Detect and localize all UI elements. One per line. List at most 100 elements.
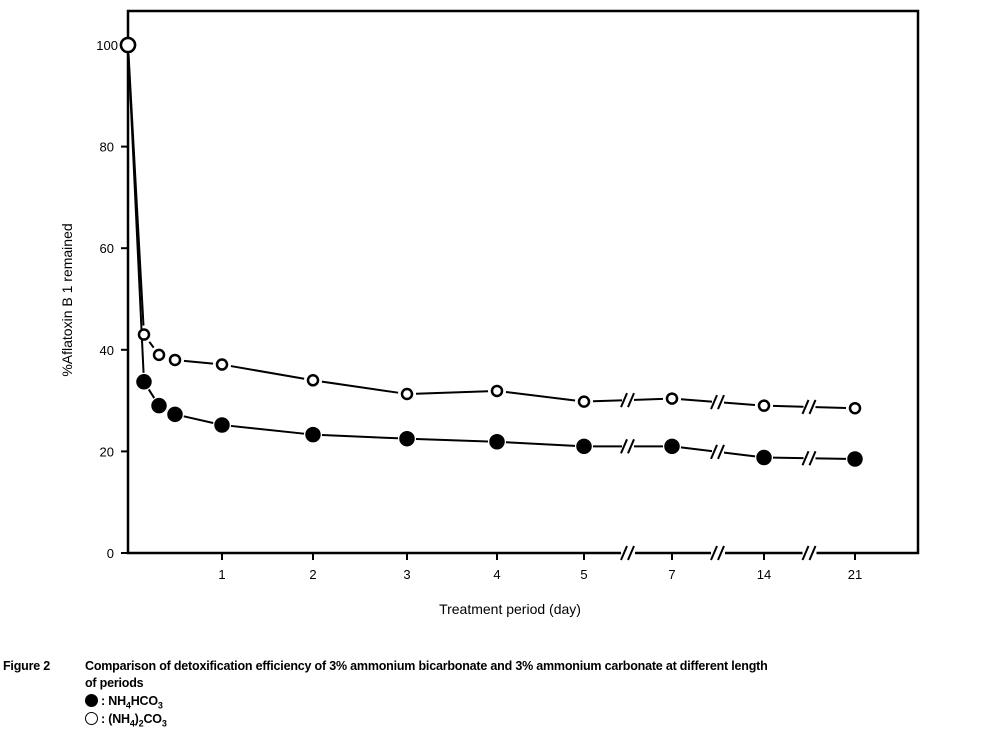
x-axis-ticks: 1 2 3 4 5 7 14 21 xyxy=(218,545,862,582)
series-line-segment xyxy=(321,380,399,394)
x-tick-label: 14 xyxy=(757,567,771,582)
open-data-point xyxy=(757,399,771,412)
legend-sub: 4 xyxy=(129,718,135,729)
caption-text: Comparison of detoxification efficiency … xyxy=(85,659,768,673)
x-tick-label: 5 xyxy=(580,567,587,582)
series-line-segment xyxy=(230,365,305,380)
line-break-gap xyxy=(803,402,816,411)
line-break-mark xyxy=(808,399,817,415)
axis-break-gap xyxy=(621,550,635,556)
legend-sub: 3 xyxy=(161,718,167,729)
legend-text: HCO xyxy=(130,694,158,708)
line-break-gap xyxy=(622,442,634,451)
filled-data-point xyxy=(847,451,863,467)
line-break-gap xyxy=(712,447,724,456)
open-data-point xyxy=(168,353,182,367)
filled-data-point xyxy=(399,430,415,447)
filled-data-point xyxy=(136,374,152,390)
y-axis-label: %Aflatoxin B 1 remained xyxy=(59,223,75,376)
open-data-point xyxy=(400,387,414,401)
line-break-mark xyxy=(710,394,718,410)
open-circle-icon xyxy=(85,712,98,725)
x-tick-label: 1 xyxy=(218,567,225,582)
filled-data-point xyxy=(489,433,505,450)
legend-text: : NH xyxy=(101,694,126,708)
filled-data-point xyxy=(305,426,321,443)
x-tick-label: 3 xyxy=(403,567,410,582)
axis-break-gap xyxy=(802,550,817,556)
series-line-segment xyxy=(505,391,576,402)
figure-label: Figure 2 xyxy=(3,659,51,673)
open-data-point xyxy=(215,358,229,371)
line-break-mark xyxy=(717,394,725,410)
legend-sub: 2 xyxy=(138,718,144,729)
open-data-point xyxy=(119,36,137,54)
open-data-point xyxy=(152,348,166,362)
series-line-segment xyxy=(321,434,399,440)
chart: 0 20 40 60 80 100 1 2 3 4 5 7 14 21 Treatment period… xyxy=(59,9,920,617)
series-line-segment xyxy=(183,415,214,424)
y-tick-label: 0 xyxy=(107,546,114,561)
plot-border xyxy=(126,9,920,555)
y-tick-label: 20 xyxy=(100,444,114,459)
line-break-mark xyxy=(717,444,725,460)
x-tick-label: 21 xyxy=(848,567,862,582)
filled-circle-icon xyxy=(85,694,98,707)
axis-break-mark xyxy=(808,545,817,561)
x-tick-label: 2 xyxy=(309,567,316,582)
line-break-mark xyxy=(808,450,817,466)
open-data-point xyxy=(137,328,151,341)
open-data-point xyxy=(665,392,679,405)
filled-data-point xyxy=(214,417,230,433)
y-tick-label: 60 xyxy=(100,241,114,256)
x-axis-label: Treatment period (day) xyxy=(439,601,581,617)
axis-break-gap xyxy=(711,550,725,556)
series-line-segment xyxy=(415,438,489,443)
caption-text-line2: of periods xyxy=(85,676,144,690)
line-break-mark xyxy=(620,392,628,408)
line-break-mark xyxy=(710,444,718,460)
series-line-segment xyxy=(505,441,576,447)
y-tick-label: 80 xyxy=(100,140,114,155)
axis-break-mark xyxy=(710,545,718,561)
plot-frame xyxy=(126,9,920,555)
filled-data-point xyxy=(167,406,183,423)
legend-sub: 4 xyxy=(125,700,131,711)
axis-break-mark xyxy=(620,545,628,561)
series-lines xyxy=(127,53,847,466)
series-line-segment xyxy=(230,424,305,435)
series-line-segment xyxy=(147,388,156,399)
series-line-segment xyxy=(415,390,489,395)
series-line-segment xyxy=(127,53,145,326)
legend-item-nh4hco3: : NH4HCO3 xyxy=(85,694,163,711)
filled-data-point xyxy=(576,438,592,455)
y-axis-ticks: 0 20 40 60 80 100 xyxy=(96,38,128,561)
line-break-mark xyxy=(620,438,628,454)
series-points xyxy=(119,36,863,467)
figure-caption: Figure 2 Comparison of detoxification eff… xyxy=(3,659,768,673)
series-line-segment xyxy=(183,359,214,365)
line-break-mark xyxy=(627,392,635,408)
line-break-gap xyxy=(803,454,816,463)
y-tick-label: 100 xyxy=(96,38,118,53)
filled-data-point xyxy=(756,449,772,466)
axis-break-mark xyxy=(801,545,810,561)
legend-text: : (NH xyxy=(101,712,130,726)
legend-item-nh42co3: : (NH4)2CO3 xyxy=(85,712,167,729)
x-tick-label: 4 xyxy=(493,567,500,582)
line-break-mark xyxy=(801,450,810,466)
legend-sub: 3 xyxy=(157,700,163,711)
open-data-point xyxy=(490,384,504,398)
legend-text: CO xyxy=(143,712,162,726)
filled-data-point xyxy=(664,438,680,455)
open-data-point xyxy=(306,374,320,387)
line-break-gap xyxy=(622,396,634,405)
line-break-mark xyxy=(801,399,810,415)
series-line-segment xyxy=(148,341,155,349)
open-data-point xyxy=(848,401,862,415)
open-data-point xyxy=(577,395,591,408)
legend-text: ) xyxy=(134,712,139,726)
line-break-mark xyxy=(627,438,635,454)
line-break-gap xyxy=(712,398,724,407)
axis-break-mark xyxy=(717,545,725,561)
